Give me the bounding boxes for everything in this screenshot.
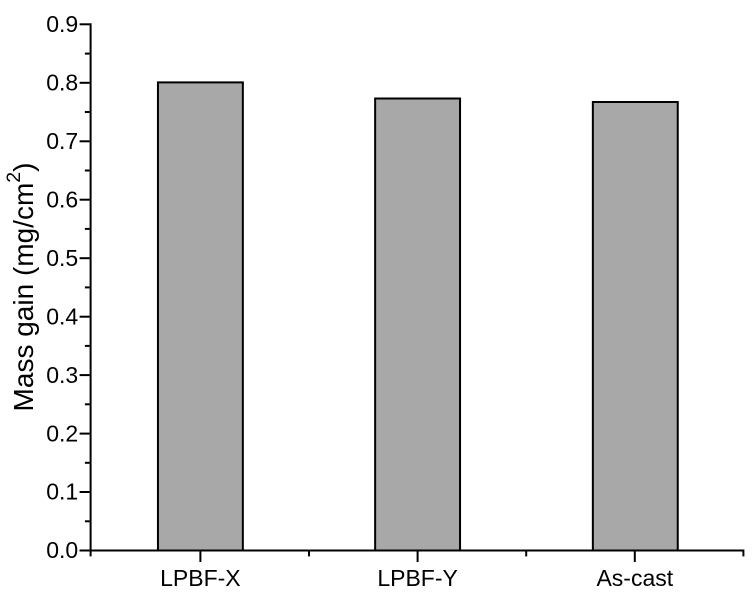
svg-text:Mass gain (mg/cm2): Mass gain (mg/cm2) — [3, 163, 39, 412]
svg-text:As-cast: As-cast — [596, 565, 673, 591]
svg-text:0.6: 0.6 — [46, 186, 78, 212]
svg-text:0.7: 0.7 — [46, 128, 78, 154]
svg-text:LPBF-X: LPBF-X — [160, 565, 241, 591]
svg-text:0.0: 0.0 — [46, 537, 78, 563]
svg-text:0.1: 0.1 — [46, 479, 78, 505]
svg-text:0.9: 0.9 — [46, 11, 78, 37]
svg-text:0.3: 0.3 — [46, 362, 78, 388]
svg-text:LPBF-Y: LPBF-Y — [377, 565, 458, 591]
svg-text:0.4: 0.4 — [46, 303, 78, 329]
svg-text:0.2: 0.2 — [46, 420, 78, 446]
svg-text:0.8: 0.8 — [46, 70, 78, 96]
svg-text:0.5: 0.5 — [46, 245, 78, 271]
